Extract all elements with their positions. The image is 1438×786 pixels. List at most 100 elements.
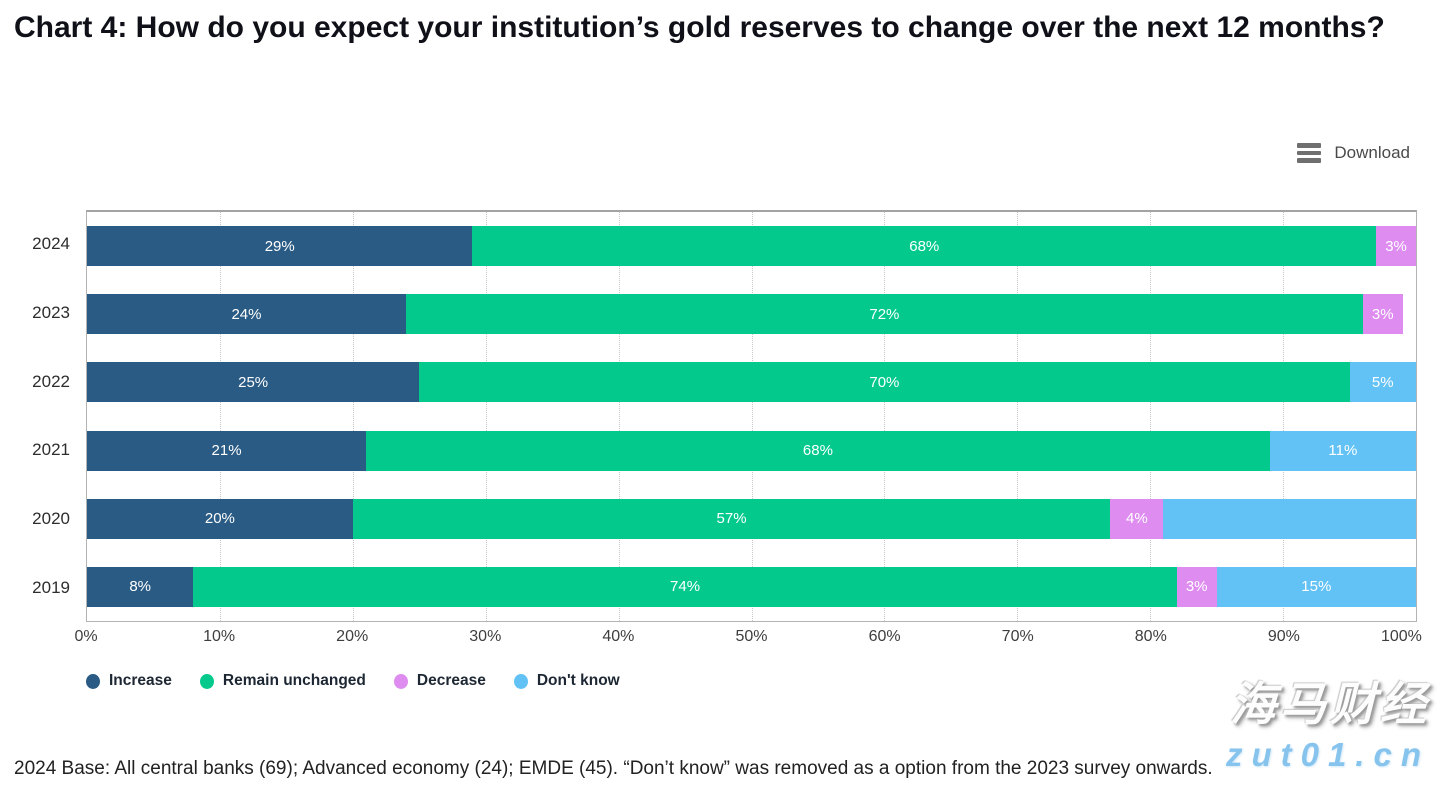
bar-segment-2022-remain[interactable]: 70% xyxy=(419,362,1350,403)
bar-segment-2024-remain[interactable]: 68% xyxy=(472,226,1377,267)
bar-band-2023: 24% 72% 3% xyxy=(87,280,1416,348)
y-axis-label-2022: 2022 xyxy=(32,371,70,391)
stacked-bar-2022: 25% 70% 5% xyxy=(87,362,1416,403)
bar-value-label: 72% xyxy=(869,305,900,323)
legend-dot-remain xyxy=(199,673,214,689)
footer-note: 2024 Base: All central banks (69); Advan… xyxy=(14,758,1213,779)
gridline xyxy=(1017,212,1019,621)
x-axis-tick-80: 80% xyxy=(1134,628,1167,645)
y-axis-label-2023: 2023 xyxy=(32,303,70,322)
gridline xyxy=(618,212,620,621)
bar-segment-2019-decrease[interactable]: 3% xyxy=(1176,566,1217,607)
bar-value-label: 74% xyxy=(670,578,701,596)
legend-dot-decrease xyxy=(393,673,408,689)
bar-segment-2021-dontknow[interactable]: 11% xyxy=(1269,430,1416,471)
x-axis-tick-20: 20% xyxy=(336,628,369,645)
menu-icon xyxy=(1297,143,1322,163)
stacked-bar-2023: 24% 72% 3% xyxy=(87,294,1416,335)
bar-value-label: 3% xyxy=(1185,578,1208,596)
gridline xyxy=(1150,212,1152,621)
x-axis-tick-50: 50% xyxy=(735,628,768,645)
y-axis-label-2021: 2021 xyxy=(32,440,70,460)
x-axis-tick-100: 100% xyxy=(1380,628,1422,645)
bar-value-label: 3% xyxy=(1385,237,1407,255)
bar-value-label: 24% xyxy=(231,305,262,323)
bar-segment-2024-increase[interactable]: 29% xyxy=(87,226,473,267)
bar-segment-2024-decrease[interactable]: 3% xyxy=(1376,226,1416,267)
bar-segment-2021-increase[interactable]: 21% xyxy=(87,430,367,471)
y-axis-label-2024: 2024 xyxy=(32,234,70,254)
bar-segment-2019-dontknow[interactable]: 15% xyxy=(1216,566,1416,607)
legend-item-increase[interactable]: Increase xyxy=(86,672,172,690)
bar-value-label: 3% xyxy=(1371,305,1394,323)
bar-segment-2021-remain[interactable]: 68% xyxy=(366,430,1270,471)
bar-value-label: 68% xyxy=(909,237,940,255)
bar-value-label: 15% xyxy=(1301,578,1332,596)
bar-value-label: 21% xyxy=(211,442,242,460)
bar-value-label: 4% xyxy=(1126,510,1148,528)
stacked-bar-2019: 8% 74% 3% 15% xyxy=(87,566,1416,607)
bar-segment-2020-increase[interactable]: 20% xyxy=(87,498,353,539)
y-axis-label-2019: 2019 xyxy=(32,577,70,597)
bar-value-label: 25% xyxy=(238,373,269,391)
legend-item-remain[interactable]: Remain unchanged xyxy=(199,672,366,690)
legend-label-increase: Increase xyxy=(109,672,172,689)
chart-title: Chart 4: How do you expect your institut… xyxy=(14,11,1385,44)
x-axis-tick-90: 90% xyxy=(1267,628,1300,645)
bar-segment-2023-increase[interactable]: 24% xyxy=(87,294,406,335)
x-axis: 0% 10% 20% 30% 40% 50% 60% 70% 80% 90% 100% xyxy=(74,628,1421,652)
bar-segment-2022-increase[interactable]: 25% xyxy=(87,362,420,403)
bar-value-label: 5% xyxy=(1371,373,1394,391)
gridline xyxy=(485,212,487,621)
bar-segment-2020-remain[interactable]: 57% xyxy=(352,498,1111,539)
bar-value-label: 68% xyxy=(802,442,833,460)
legend-label-decrease: Decrease xyxy=(416,672,486,689)
bar-rows: 29% 68% 3% 24% 72% 3% 25% 70% 5% 21% 68% 11% 20% 57% 4… xyxy=(87,212,1416,621)
y-axis-label-2020: 2020 xyxy=(32,509,70,529)
bar-value-label: 8% xyxy=(129,578,151,596)
legend-dot-dontknow xyxy=(513,673,528,689)
bar-band-2024: 29% 68% 3% xyxy=(87,212,1416,280)
bar-segment-2020-dontknow[interactable] xyxy=(1163,498,1416,539)
bar-band-2020: 20% 57% 4% xyxy=(87,485,1416,553)
legend-label-remain: Remain unchanged xyxy=(222,672,366,689)
bar-value-label: 11% xyxy=(1328,442,1358,460)
x-axis-tick-40: 40% xyxy=(602,628,635,645)
stacked-bar-2024: 29% 68% 3% xyxy=(87,226,1416,267)
legend-label-dontknow: Don't know xyxy=(536,672,620,689)
download-button[interactable]: Download xyxy=(1297,143,1410,163)
gridline xyxy=(352,212,354,621)
bar-band-2021: 21% 68% 11% xyxy=(87,417,1416,485)
bar-segment-2022-dontknow[interactable]: 5% xyxy=(1349,362,1416,403)
x-axis-tick-70: 70% xyxy=(1001,628,1034,645)
x-axis-tick-0: 0% xyxy=(74,628,98,645)
bar-segment-2023-remain[interactable]: 72% xyxy=(405,294,1363,335)
gridline xyxy=(751,212,753,621)
plot-area: 29% 68% 3% 24% 72% 3% 25% 70% 5% 21% 68% 11% 20% 57% 4… xyxy=(86,210,1417,622)
bar-segment-2019-remain[interactable]: 74% xyxy=(193,566,1177,607)
watermark-cn-text: 海马财经 xyxy=(1230,678,1430,730)
bar-segment-2019-increase[interactable]: 8% xyxy=(87,566,194,607)
x-axis-tick-30: 30% xyxy=(469,628,502,645)
bar-segment-2020-decrease[interactable]: 4% xyxy=(1110,498,1164,539)
x-axis-tick-60: 60% xyxy=(868,628,901,645)
stacked-bar-2021: 21% 68% 11% xyxy=(87,430,1416,471)
bar-segment-2023-decrease[interactable]: 3% xyxy=(1362,294,1403,335)
bar-value-label: 20% xyxy=(204,510,235,528)
gridline xyxy=(884,212,886,621)
bar-band-2022: 25% 70% 5% xyxy=(87,348,1416,416)
x-axis-tick-10: 10% xyxy=(203,628,236,645)
bar-value-label: 29% xyxy=(264,237,295,255)
legend: Increase Remain unchanged Decrease Don't kn… xyxy=(86,672,620,690)
bar-value-label: 57% xyxy=(716,510,747,528)
y-axis-labels: 2024 2023 2022 2021 2020 2019 xyxy=(0,210,72,622)
gridline xyxy=(219,212,221,621)
gridline xyxy=(1283,212,1285,621)
download-label: Download xyxy=(1334,143,1410,162)
legend-item-decrease[interactable]: Decrease xyxy=(393,672,486,690)
stacked-bar-2020: 20% 57% 4% xyxy=(87,498,1416,539)
legend-dot-increase xyxy=(86,673,100,689)
bar-value-label: 70% xyxy=(869,373,900,391)
legend-item-dontknow[interactable]: Don't know xyxy=(513,672,620,690)
